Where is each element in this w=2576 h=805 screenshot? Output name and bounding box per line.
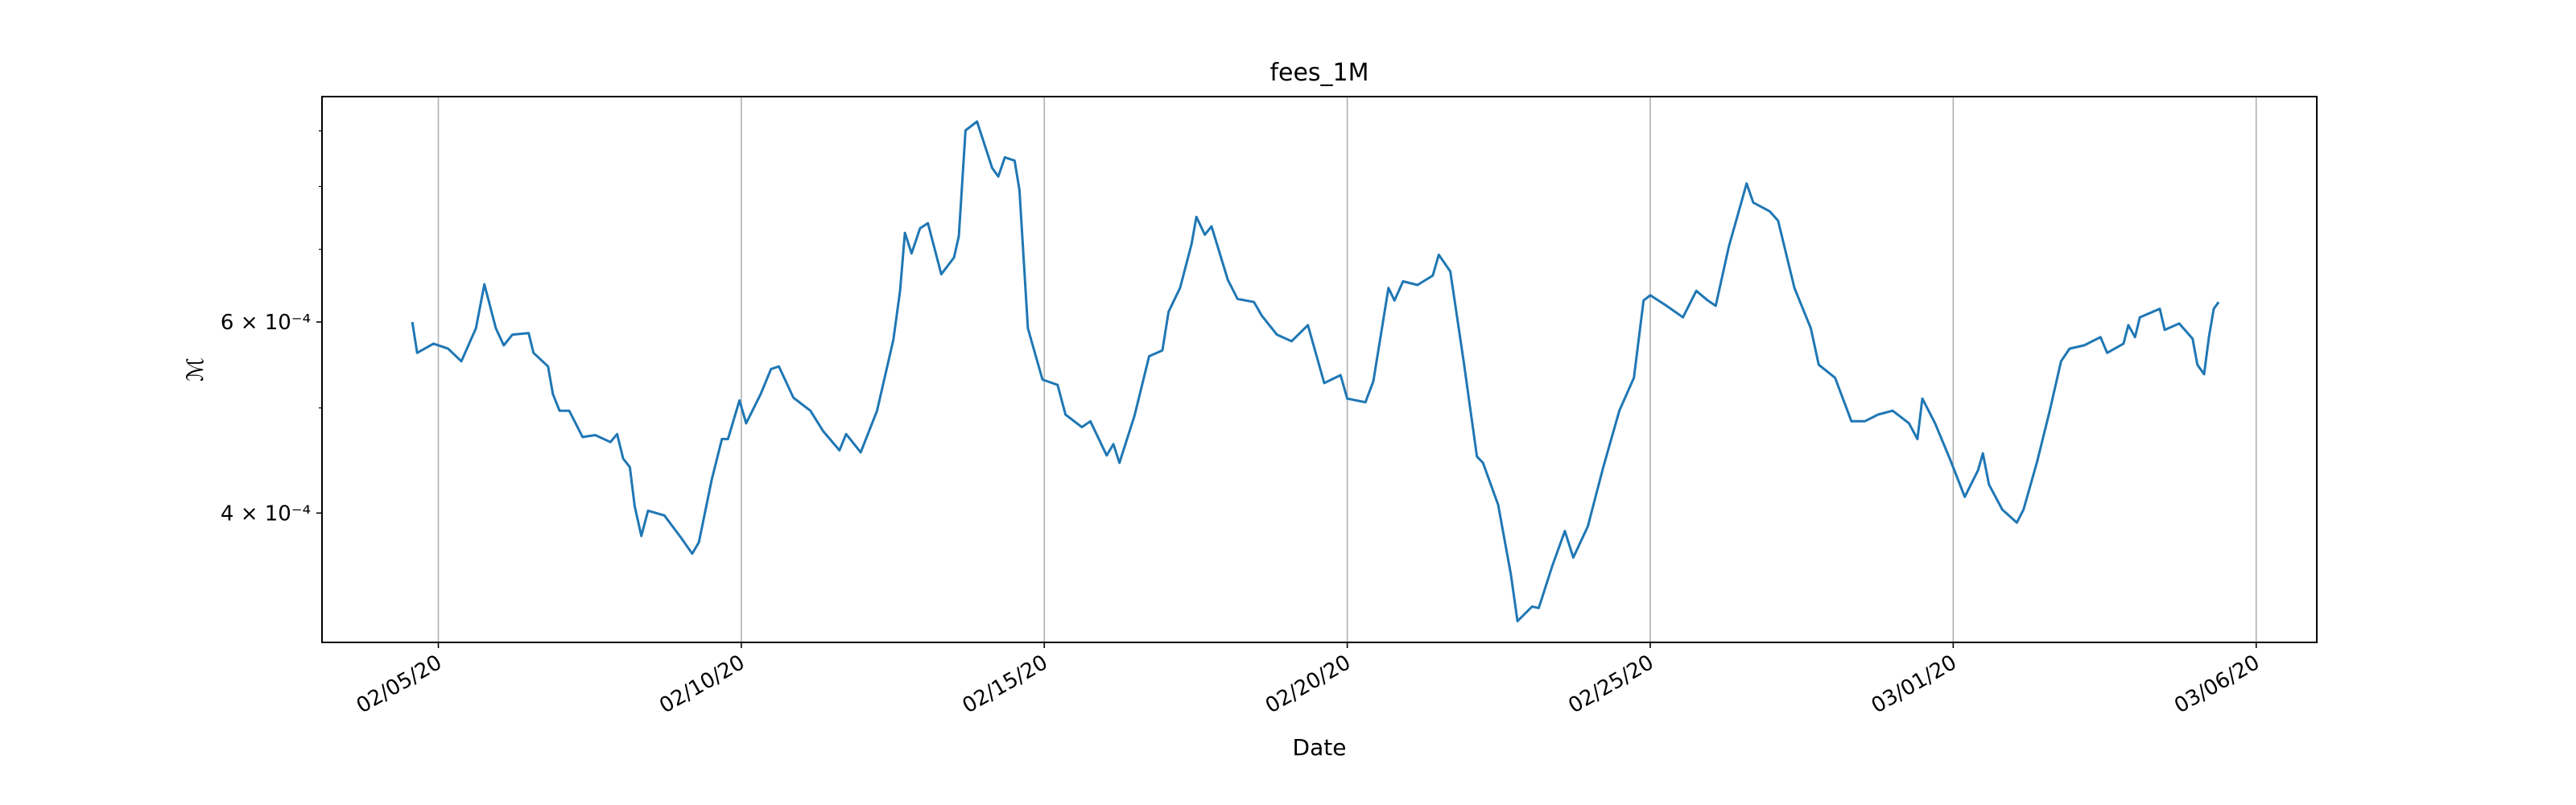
chart-title: fees_1M (1269, 59, 1368, 87)
y-tick-label: 6 × 10⁻⁴ (221, 311, 311, 335)
y-tick-label: 4 × 10⁻⁴ (221, 502, 311, 526)
plot-frame (321, 96, 2318, 643)
data-line (411, 120, 2220, 623)
x-tick-label: 02/15/20 (959, 650, 1052, 718)
x-tick-label: 02/05/20 (353, 650, 446, 718)
x-tick-label: 02/20/20 (1261, 650, 1355, 718)
x-axis-label: Date (1293, 734, 1347, 761)
x-tick-label: 02/25/20 (1564, 650, 1657, 718)
x-tick-label: 03/01/20 (1868, 650, 1961, 718)
y-axis-label: ℳ (182, 357, 208, 382)
x-tick-label: 03/06/20 (2170, 650, 2264, 718)
x-tick-label: 02/10/20 (655, 650, 749, 718)
